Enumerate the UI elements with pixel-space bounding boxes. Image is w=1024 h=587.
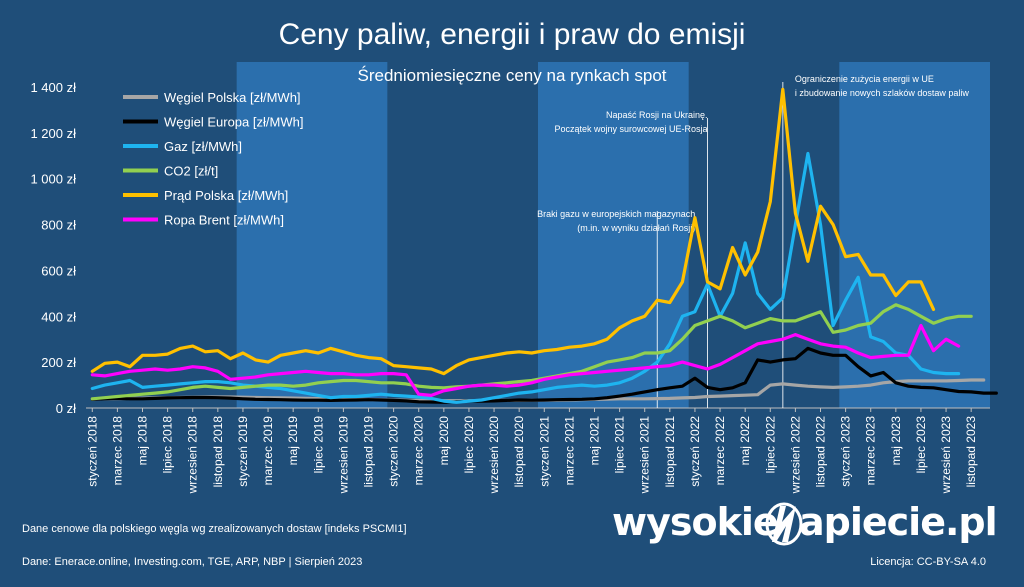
x-tick-label: marzec 2023 xyxy=(864,416,878,486)
x-tick-label: marzec 2018 xyxy=(110,416,124,486)
annotation-text: (m.in. w wyniku działań Rosji) xyxy=(577,223,695,233)
x-tick-label: listopad 2019 xyxy=(362,416,376,488)
x-tick-label: styczeń 2018 xyxy=(85,416,99,487)
x-tick-label: styczeń 2019 xyxy=(236,416,250,487)
series-line-2 xyxy=(90,151,961,404)
legend-label-3: CO2 [zł/t] xyxy=(164,164,218,179)
x-tick-label: wrzesień 2018 xyxy=(186,416,200,495)
x-tick-label: wrzesień 2023 xyxy=(939,416,953,495)
legend-label-2: Gaz [zł/MWh] xyxy=(164,139,242,154)
lightning-n-icon xyxy=(765,502,803,546)
y-tick-label: 0 zł xyxy=(56,401,76,416)
x-tick-label: lipiec 2019 xyxy=(311,416,325,474)
logo-text-part2: apiecie.pl xyxy=(799,500,998,544)
coal-source-note: Dane cenowe dla polskiego węgla wg zreal… xyxy=(22,523,407,535)
x-tick-label: maj 2018 xyxy=(136,416,150,466)
y-tick-label: 800 zł xyxy=(41,218,76,233)
y-tick-label: 600 zł xyxy=(41,263,76,278)
x-tick-label: listopad 2022 xyxy=(814,416,828,488)
x-tick-label: wrzesień 2022 xyxy=(788,416,802,495)
data-source-note: Dane: Enerace.online, Investing.com, TGE… xyxy=(22,556,363,568)
x-tick-label: styczeń 2023 xyxy=(839,416,853,487)
annotation-text: Braki gazu w europejskich magazynach xyxy=(537,209,695,219)
x-tick-label: lipiec 2021 xyxy=(613,416,627,474)
license-note: Licencja: CC-BY-SA 4.0 xyxy=(870,556,986,568)
series-line-3 xyxy=(90,303,973,401)
series-line-1 xyxy=(90,346,998,404)
shaded-band-2 xyxy=(839,62,990,408)
y-tick-label: 1 400 zł xyxy=(30,80,76,95)
series-line-4 xyxy=(90,87,936,376)
y-tick-label: 200 zł xyxy=(41,355,76,370)
x-tick-label: maj 2023 xyxy=(889,416,903,466)
x-tick-label: marzec 2022 xyxy=(713,416,727,486)
y-tick-label: 1 000 zł xyxy=(30,172,76,187)
brand-logo: wysokie apiecie.pl xyxy=(612,500,998,550)
chart-title: Ceny paliw, energii i praw do emisji xyxy=(278,18,746,51)
x-tick-label: lipiec 2018 xyxy=(161,416,175,474)
x-tick-label: maj 2022 xyxy=(738,416,752,466)
x-tick-label: marzec 2020 xyxy=(412,416,426,486)
chart-subtitle: Średniomiesięczne ceny na rynkach spot xyxy=(357,66,667,85)
x-tick-label: wrzesień 2020 xyxy=(487,416,501,495)
x-tick-label: wrzesień 2019 xyxy=(336,416,350,495)
y-tick-label: 1 200 zł xyxy=(30,126,76,141)
x-tick-label: listopad 2020 xyxy=(512,416,526,488)
annotation-text: Początek wojny surowcowej UE-Rosja xyxy=(554,124,707,134)
x-tick-label: lipiec 2022 xyxy=(763,416,777,474)
annotation-text: Ograniczenie zużycia energii w UE xyxy=(795,74,934,84)
legend-label-0: Węgiel Polska [zł/MWh] xyxy=(164,90,301,105)
x-tick-label: listopad 2018 xyxy=(211,416,225,488)
x-tick-label: marzec 2019 xyxy=(261,416,275,486)
x-tick-label: styczeń 2022 xyxy=(688,416,702,487)
legend-label-1: Węgiel Europa [zł/MWh] xyxy=(164,115,303,130)
x-tick-label: listopad 2023 xyxy=(964,416,978,488)
x-tick-label: maj 2021 xyxy=(588,416,602,466)
legend-label-4: Prąd Polska [zł/MWh] xyxy=(164,188,288,203)
y-tick-label: 400 zł xyxy=(41,309,76,324)
x-tick-label: marzec 2021 xyxy=(562,416,576,486)
x-tick-label: listopad 2021 xyxy=(663,416,677,488)
annotation-text: i zbudowanie nowych szlaków dostaw paliw xyxy=(795,88,970,98)
legend-label-5: Ropa Brent [zł/MWh] xyxy=(164,213,284,228)
x-tick-label: styczeń 2021 xyxy=(537,416,551,487)
x-tick-label: wrzesień 2021 xyxy=(638,416,652,495)
annotation-text: Napaść Rosji na Ukrainę. xyxy=(606,110,708,120)
x-tick-label: lipiec 2023 xyxy=(914,416,928,474)
logo-text-part1: wysokie xyxy=(612,500,779,544)
x-tick-label: lipiec 2020 xyxy=(462,416,476,474)
x-tick-label: maj 2020 xyxy=(437,416,451,466)
x-tick-label: maj 2019 xyxy=(286,416,300,466)
series-line-5 xyxy=(90,323,961,397)
x-tick-label: styczeń 2020 xyxy=(387,416,401,487)
